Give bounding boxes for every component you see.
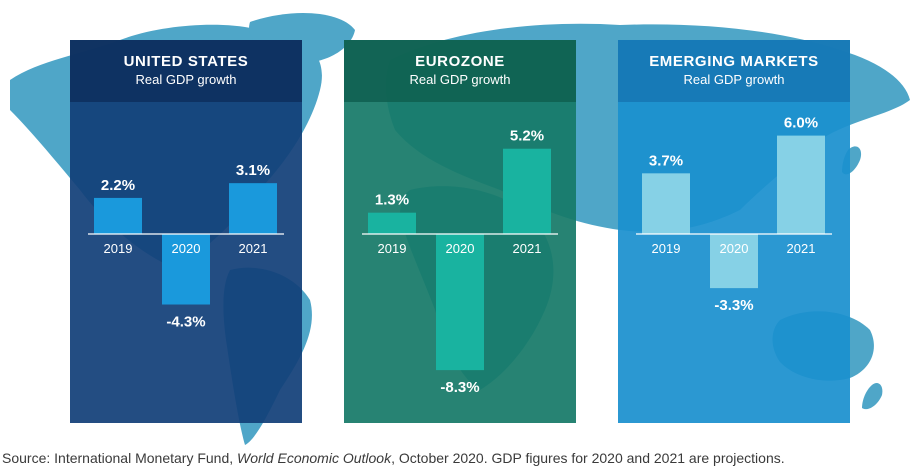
data-label: 6.0% bbox=[784, 115, 818, 132]
panel-title: EMERGING MARKETS bbox=[649, 53, 819, 70]
united-states-bar-chart: 2.2% 2019 -4.3% 2020 3.1% 2021 bbox=[70, 40, 302, 423]
data-label: -4.3% bbox=[166, 314, 205, 331]
source-suffix: , October 2020. GDP figures for 2020 and… bbox=[391, 450, 785, 466]
panel-eurozone: 1.3% 2019 -8.3% 2020 5.2% 2021 EUROZONE Real … bbox=[344, 40, 576, 423]
tick-label: 2020 bbox=[172, 241, 201, 256]
tick-label: 2019 bbox=[104, 241, 133, 256]
panel-emerging-markets: 3.7% 2019 -3.3% 2020 6.0% 2021 EMERGING MARKE… bbox=[618, 40, 850, 423]
data-label: -3.3% bbox=[714, 297, 753, 314]
bar-2020 bbox=[710, 234, 758, 289]
source-publication: World Economic Outlook bbox=[237, 450, 392, 466]
source-note: Source: International Monetary Fund, Wor… bbox=[2, 450, 785, 466]
bar-2021 bbox=[777, 135, 825, 234]
data-label: 1.3% bbox=[375, 192, 409, 209]
data-label: 3.1% bbox=[236, 162, 270, 179]
new-zealand-shape bbox=[862, 383, 883, 410]
panel-header-band bbox=[344, 40, 576, 102]
bar-2020 bbox=[436, 234, 484, 371]
panel-united-states: 2.2% 2019 -4.3% 2020 3.1% 2021 UNITED STATES … bbox=[70, 40, 302, 423]
panel-header: EMERGING MARKETS Real GDP growth bbox=[618, 40, 850, 102]
panel-title: UNITED STATES bbox=[123, 53, 249, 70]
panel-subtitle: Real GDP growth bbox=[683, 72, 785, 87]
bar-2019 bbox=[368, 212, 416, 234]
eurozone-bar-chart: 1.3% 2019 -8.3% 2020 5.2% 2021 bbox=[344, 40, 576, 423]
panel-header: UNITED STATES Real GDP growth bbox=[70, 40, 302, 102]
tick-label: 2021 bbox=[787, 241, 816, 256]
panel-title: EUROZONE bbox=[415, 53, 505, 70]
bar-2019 bbox=[642, 173, 690, 234]
bar-2020 bbox=[162, 234, 210, 305]
data-label: 2.2% bbox=[101, 177, 135, 194]
bar-2019 bbox=[94, 197, 142, 234]
tick-label: 2019 bbox=[378, 241, 407, 256]
panel-header: EUROZONE Real GDP growth bbox=[344, 40, 576, 102]
data-label: 3.7% bbox=[649, 152, 683, 169]
data-label: 5.2% bbox=[510, 128, 544, 145]
data-label: -8.3% bbox=[440, 379, 479, 396]
bar-2021 bbox=[229, 183, 277, 234]
bar-2021 bbox=[503, 148, 551, 234]
tick-label: 2019 bbox=[652, 241, 681, 256]
emerging-markets-bar-chart: 3.7% 2019 -3.3% 2020 6.0% 2021 bbox=[618, 40, 850, 423]
panel-header-band bbox=[70, 40, 302, 102]
tick-label: 2020 bbox=[446, 241, 475, 256]
source-prefix: Source: International Monetary Fund, bbox=[2, 450, 238, 466]
tick-label: 2021 bbox=[513, 241, 542, 256]
tick-label: 2021 bbox=[239, 241, 268, 256]
panel-subtitle: Real GDP growth bbox=[409, 72, 511, 87]
panel-subtitle: Real GDP growth bbox=[135, 72, 237, 87]
panel-header-band bbox=[618, 40, 850, 102]
tick-label: 2020 bbox=[720, 241, 749, 256]
